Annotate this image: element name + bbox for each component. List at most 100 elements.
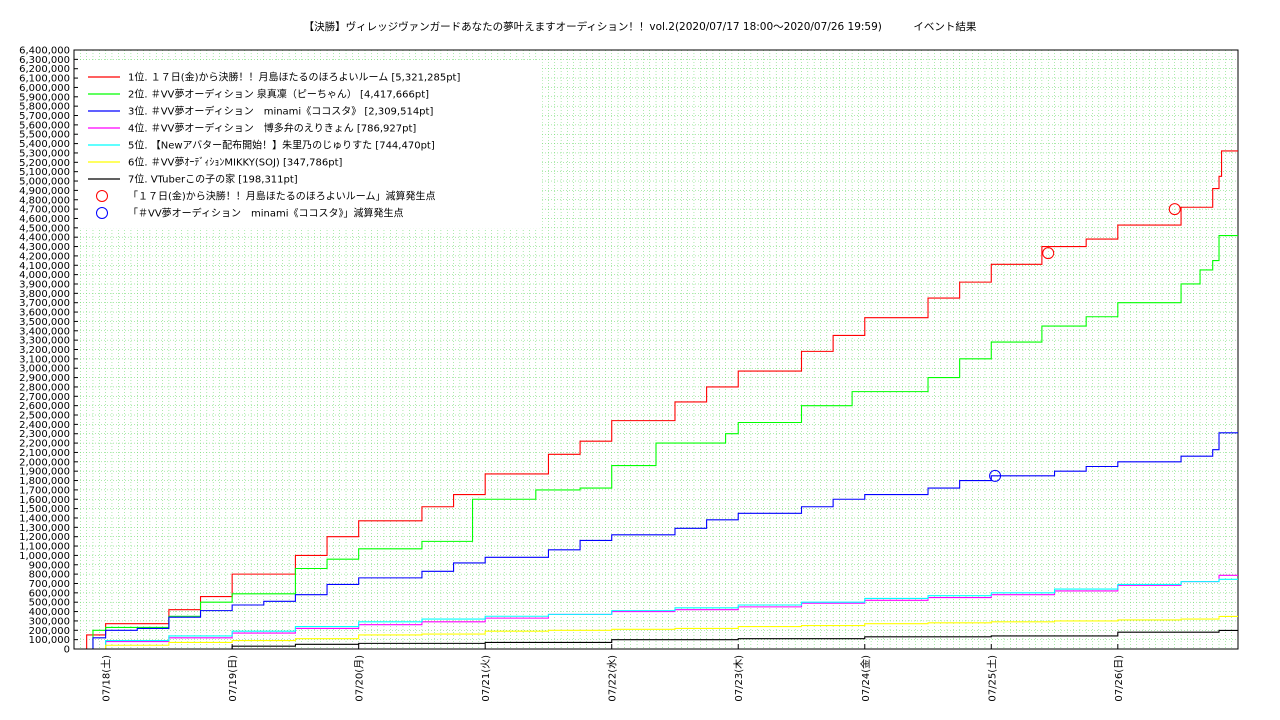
y-tick-label: 6,300,000 xyxy=(19,55,70,66)
y-tick-label: 2,200,000 xyxy=(19,439,70,450)
legend-label-1: 1位. １７日(金)から決勝！！月島ほたるのほろよいルーム [5,321,285… xyxy=(128,71,460,84)
y-tick-label: 4,700,000 xyxy=(19,205,70,216)
legend-marker-label-1: 「１７日(金)から決勝！！月島ほたるのほろよいルーム」減算発生点 xyxy=(128,190,436,203)
legend-marker-2 xyxy=(96,207,108,219)
marker-1 xyxy=(1168,203,1181,216)
x-tick-label: 07/26(日) xyxy=(1114,655,1125,702)
y-tick-label: 4,000,000 xyxy=(19,270,70,281)
y-tick-label: 3,900,000 xyxy=(19,279,70,290)
y-tick-label: 1,100,000 xyxy=(19,542,70,553)
y-tick-label: 5,000,000 xyxy=(19,177,70,188)
marker-1 xyxy=(1042,247,1055,260)
axes: 0100,000200,000300,000400,000500,000600,… xyxy=(19,46,1239,702)
series-line-7 xyxy=(74,629,1238,650)
y-tick-label: 3,500,000 xyxy=(19,317,70,328)
legend-label-6: 6位. ＃VV夢ｵｰﾃﾞｨｼｮﾝMIKKY(SOJ) [347,786pt] xyxy=(128,156,343,169)
y-tick-label: 3,700,000 xyxy=(19,298,70,309)
y-tick-label: 3,800,000 xyxy=(19,289,70,300)
legend-marker-1 xyxy=(96,190,108,202)
y-tick-label: 2,500,000 xyxy=(19,411,70,422)
y-tick-label: 5,200,000 xyxy=(19,158,70,169)
marker-2 xyxy=(989,469,1002,482)
y-tick-label: 6,100,000 xyxy=(19,74,70,85)
series-line-6 xyxy=(74,615,1238,650)
x-tick-label: 07/21(火) xyxy=(480,655,492,702)
y-tick-label: 1,600,000 xyxy=(19,495,70,506)
x-tick-label: 07/19(日) xyxy=(228,655,239,702)
y-tick-label: 5,600,000 xyxy=(19,120,70,131)
plot-frame xyxy=(73,49,1239,650)
x-tick-label: 07/24(金) xyxy=(859,655,872,702)
y-tick-label: 100,000 xyxy=(29,635,70,646)
y-tick-label: 1,200,000 xyxy=(19,532,70,543)
legend-label-3: 3位. ＃VV夢オーディション minami《ココスタ》 [2,309,514p… xyxy=(128,105,433,118)
y-tick-label: 2,400,000 xyxy=(19,420,70,431)
series-lines xyxy=(74,150,1238,650)
y-tick-label: 2,700,000 xyxy=(19,392,70,403)
markers xyxy=(989,203,1181,482)
x-tick-label: 07/18(土) xyxy=(100,655,113,702)
legend-label-2: 2位. ＃VV夢オーディション 泉真凜（ピーちゃん） [4,417,666pt] xyxy=(128,88,429,101)
y-tick-label: 0 xyxy=(64,645,70,656)
series-line-3 xyxy=(74,432,1238,650)
y-tick-label: 500,000 xyxy=(29,598,70,609)
y-tick-label: 3,000,000 xyxy=(19,364,70,375)
y-tick-label: 5,900,000 xyxy=(19,92,70,103)
y-tick-label: 3,100,000 xyxy=(19,354,70,365)
y-tick-label: 1,500,000 xyxy=(19,504,70,515)
y-tick-label: 4,200,000 xyxy=(19,251,70,262)
y-tick-label: 2,000,000 xyxy=(19,457,70,468)
y-tick-label: 6,200,000 xyxy=(19,64,70,75)
legend-label-5: 5位. 【Newアバター配布開始！】朱里乃のじゅりすた [744,470pt] xyxy=(128,139,435,152)
y-tick-label: 300,000 xyxy=(29,616,70,627)
y-tick-label: 3,200,000 xyxy=(19,345,70,356)
y-tick-label: 3,600,000 xyxy=(19,308,70,319)
y-tick-label: 1,700,000 xyxy=(19,485,70,496)
legend-label-7: 7位. VTuberこの子の家 [198,311pt] xyxy=(128,173,298,186)
series-line-1 xyxy=(74,150,1238,650)
y-tick-label: 400,000 xyxy=(29,607,70,618)
y-tick-label: 2,900,000 xyxy=(19,373,70,384)
y-tick-label: 1,800,000 xyxy=(19,476,70,487)
y-tick-label: 3,400,000 xyxy=(19,326,70,337)
y-tick-label: 4,100,000 xyxy=(19,261,70,272)
y-tick-label: 1,400,000 xyxy=(19,513,70,524)
y-tick-label: 200,000 xyxy=(29,626,70,637)
y-tick-label: 5,700,000 xyxy=(19,111,70,122)
y-tick-label: 2,800,000 xyxy=(19,382,70,393)
y-tick-label: 3,300,000 xyxy=(19,336,70,347)
x-tick-label: 07/23(木) xyxy=(733,655,745,702)
y-tick-label: 1,900,000 xyxy=(19,467,70,478)
y-tick-label: 1,000,000 xyxy=(19,551,70,562)
series-line-4 xyxy=(74,574,1238,650)
y-tick-label: 900,000 xyxy=(29,560,70,571)
legend-box xyxy=(80,60,542,228)
x-tick-label: 07/25(土) xyxy=(985,655,998,702)
y-tick-label: 4,300,000 xyxy=(19,242,70,253)
y-tick-label: 5,300,000 xyxy=(19,148,70,159)
y-tick-label: 1,300,000 xyxy=(19,523,70,534)
y-tick-label: 6,000,000 xyxy=(19,83,70,94)
y-tick-label: 4,500,000 xyxy=(19,223,70,234)
y-tick-label: 5,800,000 xyxy=(19,102,70,113)
x-tick-label: 07/22(水) xyxy=(607,655,619,702)
y-tick-label: 700,000 xyxy=(29,579,70,590)
y-tick-label: 5,500,000 xyxy=(19,130,70,141)
series-line-5 xyxy=(74,578,1238,650)
y-tick-label: 4,600,000 xyxy=(19,214,70,225)
chart-title: 【決勝】ヴィレッジヴァンガードあなたの夢叶えますオーディション！！vol.2(2… xyxy=(303,21,977,33)
y-tick-label: 800,000 xyxy=(29,570,70,581)
legend-label-4: 4位. ＃VV夢オーディション 博多弁のえりきょん [786,927pt] xyxy=(128,122,416,135)
y-tick-label: 5,100,000 xyxy=(19,167,70,178)
legend-marker-label-2: 「＃VV夢オーディション minami《ココスタ》」減算発生点 xyxy=(128,207,404,220)
y-tick-label: 4,400,000 xyxy=(19,233,70,244)
legend: 1位. １７日(金)から決勝！！月島ほたるのほろよいルーム [5,321,285… xyxy=(80,60,542,228)
y-tick-label: 5,400,000 xyxy=(19,139,70,150)
y-tick-label: 4,900,000 xyxy=(19,186,70,197)
y-tick-label: 2,300,000 xyxy=(19,429,70,440)
series-line-2 xyxy=(74,234,1238,650)
y-tick-label: 600,000 xyxy=(29,588,70,599)
x-tick-label: 07/20(月) xyxy=(354,655,366,702)
y-tick-label: 4,800,000 xyxy=(19,195,70,206)
